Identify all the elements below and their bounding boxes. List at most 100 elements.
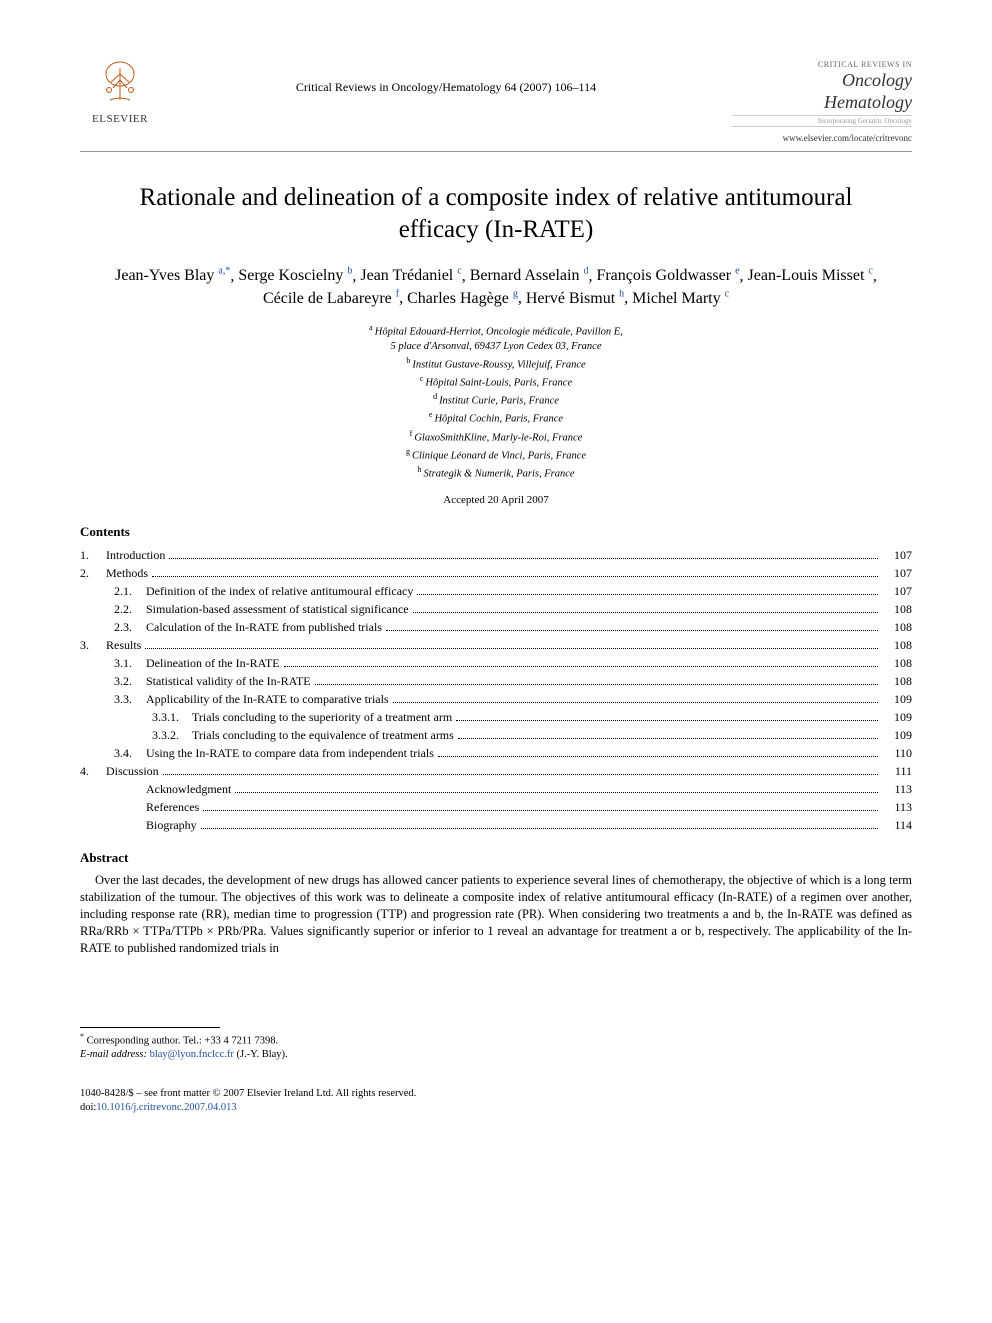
toc-leader-dots [203,810,878,811]
toc-page: 109 [882,708,912,726]
author: Cécile de Labareyre f [263,290,399,307]
toc-leader-dots [386,630,878,631]
toc-leader-dots [169,558,878,559]
toc-label: Trials concluding to the superiority of … [192,708,452,726]
toc-label: Definition of the index of relative anti… [146,582,413,600]
toc-entry[interactable]: Biography114 [80,816,912,834]
contents-heading: Contents [80,524,912,540]
journal-prefix: CRITICAL REVIEWS IN [732,60,912,69]
toc-page: 107 [882,564,912,582]
toc-entry[interactable]: 2.Methods107 [80,564,912,582]
affiliation: f GlaxoSmithKline, Marly-le-Roi, France [80,428,912,446]
toc-leader-dots [315,684,878,685]
toc-entry[interactable]: 3.1.Delineation of the In-RATE108 [80,654,912,672]
copyright-line: 1040-8428/$ – see front matter © 2007 El… [80,1087,912,1101]
author-affil-marker: c [725,288,729,299]
toc-entry[interactable]: Acknowledgment113 [80,780,912,798]
author-affil-marker: g [513,288,518,299]
toc-entry[interactable]: 3.Results108 [80,636,912,654]
toc-number: 2.3. [114,618,146,636]
journal-url: www.elsevier.com/locate/critrevonc [732,133,912,143]
toc-leader-dots [201,828,878,829]
affiliation-marker: d [433,392,439,401]
footnote-text: Corresponding author. Tel.: +33 4 7211 7… [87,1035,279,1046]
toc-leader-dots [163,774,878,775]
affiliations: a Hôpital Edouard-Herriot, Oncologie méd… [80,322,912,482]
toc-entry[interactable]: 1.Introduction107 [80,546,912,564]
toc-entry[interactable]: 4.Discussion111 [80,762,912,780]
toc-label: Delineation of the In-RATE [146,654,280,672]
toc-number: 2.2. [114,600,146,618]
author: Hervé Bismut h [526,290,624,307]
author-affil-marker: d [583,266,588,277]
toc-number: 3.3.2. [152,726,192,744]
toc-label: References [146,798,199,816]
author-affil-marker: b [347,266,352,277]
toc-leader-dots [417,594,878,595]
affiliation: h Strategik & Numerik, Paris, France [80,464,912,482]
affiliation: c Hôpital Saint-Louis, Paris, France [80,373,912,391]
footnote-marker: * [80,1032,84,1041]
toc-entry[interactable]: 3.3.2.Trials concluding to the equivalen… [80,726,912,744]
toc-label: Calculation of the In-RATE from publishe… [146,618,382,636]
toc-entry[interactable]: 2.3.Calculation of the In-RATE from publ… [80,618,912,636]
journal-citation: Critical Reviews in Oncology/Hematology … [160,60,732,95]
author-affil-marker: c [868,266,872,277]
toc-entry[interactable]: 2.2.Simulation-based assessment of stati… [80,600,912,618]
toc-number: 3.4. [114,744,146,762]
affiliation-marker: b [406,356,412,365]
toc-label: Introduction [106,546,165,564]
toc-entry[interactable]: References 113 [80,798,912,816]
toc-entry[interactable]: 3.2.Statistical validity of the In-RATE 1… [80,672,912,690]
toc-leader-dots [235,792,878,793]
copyright-block: 1040-8428/$ – see front matter © 2007 El… [80,1087,912,1114]
article-title: Rationale and delineation of a composite… [120,182,872,247]
affiliation-marker: c [420,374,426,383]
toc-label: Applicability of the In-RATE to comparat… [146,690,389,708]
toc-page: 107 [882,546,912,564]
abstract-text: Over the last decades, the development o… [80,872,912,956]
toc-page: 110 [882,744,912,762]
toc-number: 2.1. [114,582,146,600]
toc-page: 113 [882,780,912,798]
toc-label: Methods [106,564,148,582]
toc-page: 111 [882,762,912,780]
author: Jean Trédaniel c [360,267,461,284]
toc-leader-dots [393,702,878,703]
corresponding-author-footnote: * Corresponding author. Tel.: +33 4 7211… [80,1032,912,1062]
page: ELSEVIER Critical Reviews in Oncology/He… [0,0,992,1155]
toc-number: 3.3. [114,690,146,708]
doi-link[interactable]: 10.1016/j.critrevonc.2007.04.013 [96,1102,236,1113]
toc-number: 3. [80,636,106,654]
toc-leader-dots [413,612,878,613]
publisher-logo: ELSEVIER [80,60,160,125]
toc-leader-dots [438,756,878,757]
author-affil-marker: h [619,288,624,299]
affiliation-marker: e [429,410,435,419]
email-link[interactable]: blay@lyon.fnclcc.fr [150,1049,234,1060]
toc-leader-dots [458,738,878,739]
doi-label: doi: [80,1102,96,1113]
author: Michel Marty c [632,290,729,307]
toc-page: 108 [882,654,912,672]
abstract-heading: Abstract [80,850,912,866]
toc-label: Trials concluding to the equivalence of … [192,726,454,744]
toc-page: 114 [882,816,912,834]
toc-entry[interactable]: 3.3.1.Trials concluding to the superiori… [80,708,912,726]
toc-number: 3.3.1. [152,708,192,726]
table-of-contents: 1.Introduction1072.Methods1072.1.Definit… [80,546,912,834]
toc-entry[interactable]: 3.3.Applicability of the In-RATE to comp… [80,690,912,708]
accepted-date: Accepted 20 April 2007 [80,494,912,506]
toc-entry[interactable]: 3.4.Using the In-RATE to compare data fr… [80,744,912,762]
toc-label: Statistical validity of the In-RATE [146,672,311,690]
affiliation-marker: h [417,465,423,474]
toc-page: 113 [882,798,912,816]
toc-page: 108 [882,672,912,690]
toc-leader-dots [145,648,878,649]
toc-number: 3.2. [114,672,146,690]
toc-page: 108 [882,600,912,618]
affiliation: b Institut Gustave-Roussy, Villejuif, Fr… [80,355,912,373]
affiliation: d Institut Curie, Paris, France [80,391,912,409]
toc-entry[interactable]: 2.1.Definition of the index of relative … [80,582,912,600]
toc-leader-dots [152,576,878,577]
